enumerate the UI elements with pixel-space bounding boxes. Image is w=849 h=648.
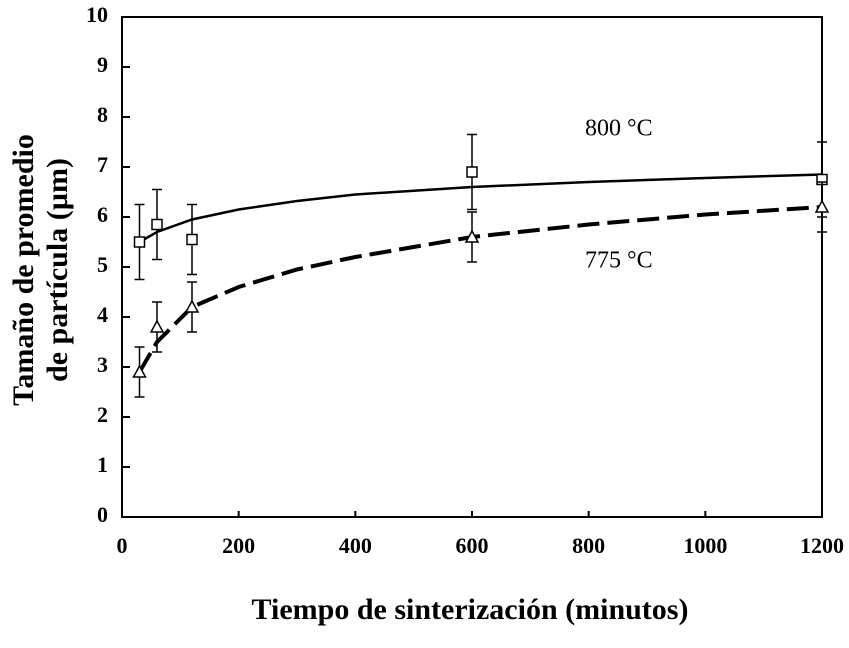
- x-tick-label: 1200: [800, 533, 844, 558]
- marker: [184, 299, 200, 313]
- y-tick-label: 1: [97, 452, 108, 477]
- plot-frame: [121, 16, 823, 518]
- fit-curve: [137, 205, 823, 374]
- y-tick-label: 9: [97, 52, 108, 77]
- y-tick-label: 3: [97, 352, 108, 377]
- x-axis-title: Tiempo de sinterización (minutos): [252, 593, 689, 626]
- x-tick-label: 800: [572, 533, 605, 558]
- x-tick-label: 1000: [683, 533, 727, 558]
- y-axis-title: de partícula (µm): [41, 158, 74, 382]
- y-tick-label: 7: [97, 152, 108, 177]
- series-label: 775 °C: [585, 248, 653, 274]
- marker: [133, 236, 146, 248]
- x-tick-label: 400: [339, 533, 372, 558]
- marker: [151, 218, 163, 231]
- marker: [186, 233, 198, 246]
- y-tick-label: 6: [97, 202, 108, 227]
- y-tick-label: 0: [97, 502, 108, 527]
- series-label: 800 °C: [585, 116, 653, 142]
- fit-curve: [138, 173, 823, 244]
- y-tick-label: 4: [97, 302, 108, 327]
- x-tick-label: 200: [222, 533, 255, 558]
- marker: [466, 166, 478, 178]
- marker: [132, 364, 147, 378]
- marker: [814, 199, 830, 213]
- y-tick-label: 8: [97, 102, 108, 127]
- marker: [149, 319, 165, 333]
- y-tick-label: 2: [97, 402, 108, 427]
- y-tick-label: 10: [86, 2, 108, 27]
- x-tick-label: 600: [456, 533, 489, 558]
- x-tick-label: 0: [117, 533, 128, 558]
- y-axis-title: Tamaño de promedio: [7, 134, 40, 406]
- y-tick-label: 5: [97, 252, 108, 277]
- marker: [464, 229, 480, 243]
